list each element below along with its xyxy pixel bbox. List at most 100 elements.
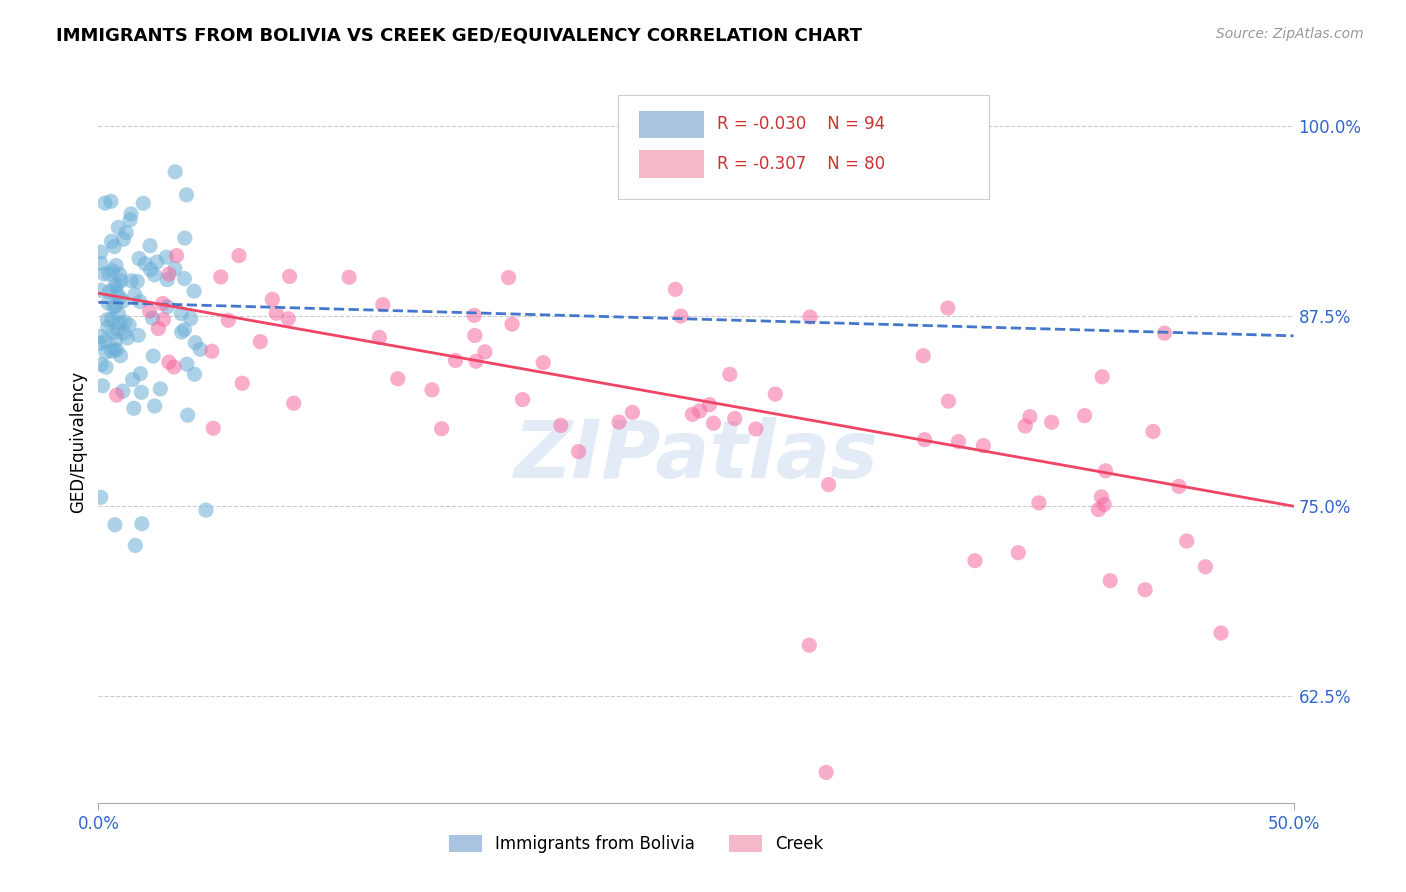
Point [134,257,156,271]
Point [131,385,153,400]
Point [724,411,747,425]
Point [718,368,741,382]
Point [173,323,195,337]
Point [1091,369,1114,384]
Text: IMMIGRANTS FROM BOLIVIA VS CREEK GED/EQUIVALENCY CORRELATION CHART: IMMIGRANTS FROM BOLIVIA VS CREEK GED/EQU… [56,27,862,45]
Point [498,270,520,285]
Point [512,392,534,407]
Y-axis label: GED/Equivalency: GED/Equivalency [69,370,87,513]
Point [972,439,994,453]
Point [936,301,959,315]
Point [91,378,114,392]
Point [108,267,131,281]
Point [249,334,271,349]
FancyBboxPatch shape [619,95,988,200]
Point [90,491,112,505]
Point [228,249,250,263]
Point [105,286,128,301]
Point [107,220,129,235]
Text: R = -0.307    N = 80: R = -0.307 N = 80 [717,155,886,173]
Point [195,503,218,517]
Point [156,300,179,314]
Point [90,336,112,351]
Point [142,349,165,363]
Point [157,355,180,369]
Point [103,239,125,253]
Point [815,765,838,780]
Point [1133,582,1156,597]
Point [120,213,142,227]
Point [1073,409,1095,423]
Point [127,274,149,288]
Point [115,226,138,240]
Point [621,405,644,419]
Point [128,294,150,309]
Point [156,273,179,287]
Point [149,382,172,396]
Point [420,383,443,397]
Point [90,245,112,260]
Point [124,288,146,302]
Point [176,408,198,422]
Point [104,517,127,532]
Point [368,330,391,344]
Point [745,422,768,436]
Point [100,194,122,209]
Point [531,356,554,370]
Point [148,321,170,335]
Point [1142,425,1164,439]
Point [90,256,112,270]
Point [152,296,174,310]
Text: ZIPatlas: ZIPatlas [513,417,879,495]
Point [173,271,195,285]
Point [129,367,152,381]
Point [117,331,139,345]
Point [763,387,786,401]
Point [163,359,186,374]
Point [127,328,149,343]
Point [108,316,131,330]
Point [139,262,162,277]
Point [209,269,232,284]
Point [118,318,141,332]
Point [120,207,142,221]
Point [262,293,284,307]
Point [501,317,523,331]
Point [108,290,131,304]
Point [170,307,193,321]
Point [103,343,125,357]
Point [107,322,129,336]
Legend: Immigrants from Bolivia, Creek: Immigrants from Bolivia, Creek [441,828,831,860]
Bar [638,111,704,138]
Point [105,259,128,273]
Point [1092,498,1115,512]
Point [112,326,135,340]
Point [157,267,180,281]
Point [138,304,160,318]
Point [111,294,134,309]
Point [114,315,136,329]
Point [121,373,143,387]
Point [90,283,112,297]
Point [105,388,128,402]
Point [217,313,239,327]
Point [1028,496,1050,510]
Point [112,232,135,246]
Text: R = -0.030    N = 94: R = -0.030 N = 94 [717,115,886,133]
Point [104,299,127,313]
Point [183,285,205,299]
Point [1167,479,1189,493]
Point [702,416,724,430]
Point [664,282,686,296]
Point [176,187,198,202]
Point [180,311,202,326]
Point [183,368,205,382]
Point [101,263,124,277]
Point [131,516,153,531]
Point [101,312,124,326]
Point [371,298,394,312]
Point [103,279,125,293]
Point [96,312,118,326]
Point [94,360,117,375]
Point [938,394,960,409]
